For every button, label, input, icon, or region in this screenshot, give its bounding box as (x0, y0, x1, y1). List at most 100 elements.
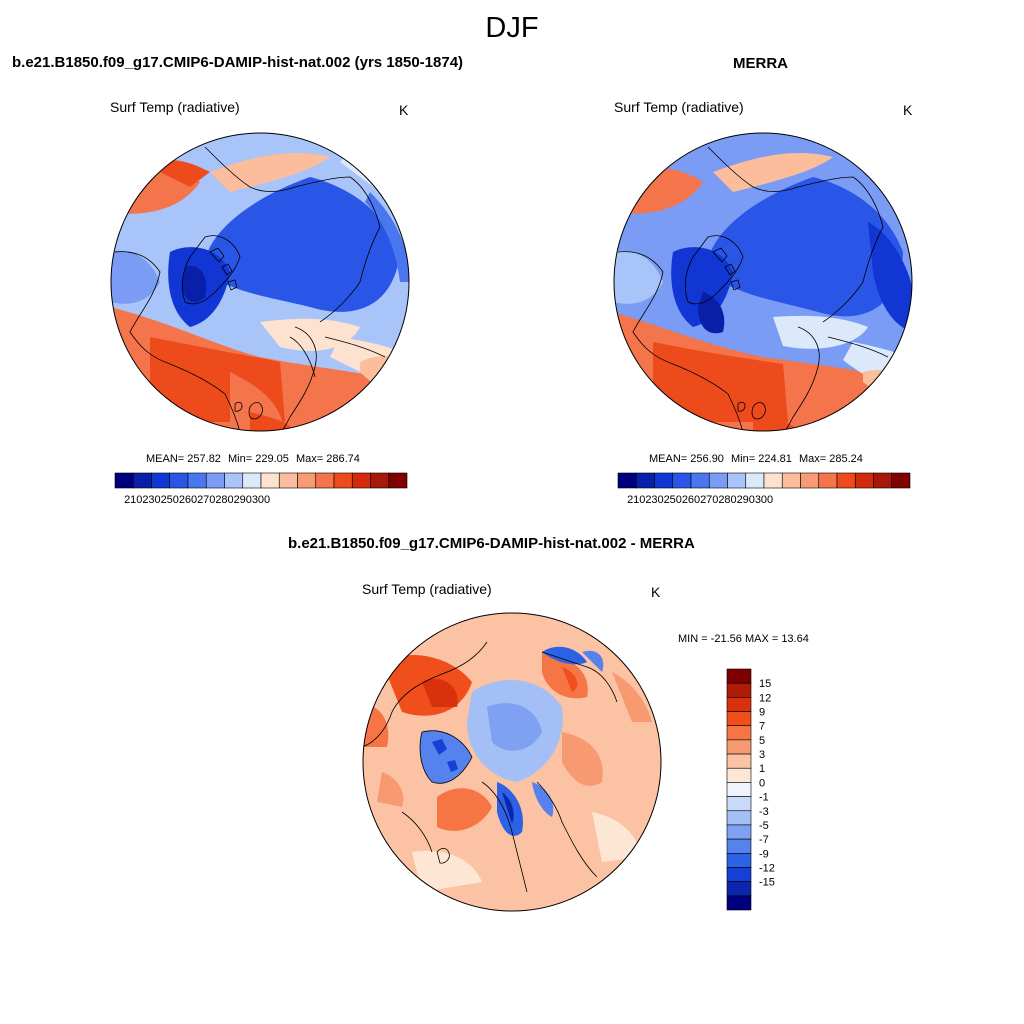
merra-colorbar-swatch (708, 472, 728, 489)
merra-mean-label: MEAN= (649, 453, 688, 465)
diff-minmax: MIN = -21.56 MAX = 13.64 (678, 633, 809, 645)
diff-colorbar: 15 12 9 7 5 3 1 0 -1 -3 -5 -7 -9 -12 -15 (726, 668, 775, 911)
model-variable-label: Surf Temp (radiative) (110, 99, 240, 115)
diff-colorbar-swatch (726, 767, 752, 783)
model-colorbar-swatch (297, 472, 317, 489)
merra-units-label: K (903, 102, 913, 118)
diff-colorbar-swatch (726, 852, 752, 868)
model-colorbar-tick-label: 250 (161, 494, 179, 506)
model-max-label: Max= (295, 453, 324, 465)
diff-colorbar-swatch (726, 711, 752, 727)
merra-polar-map (613, 132, 913, 432)
merra-colorbar-tick-label: 260 (682, 494, 700, 506)
model-colorbar-swatch (333, 472, 353, 489)
model-panel-title: b.e21.B1850.f09_g17.CMIP6-DAMIP-hist-nat… (12, 54, 464, 71)
merra-variable-label: Surf Temp (radiative) (614, 99, 744, 115)
diff-colorbar-swatch (726, 782, 752, 797)
model-colorbar-tick-label: 270 (197, 494, 215, 506)
model-colorbar-swatch (187, 472, 207, 489)
diff-polar-map (362, 612, 662, 912)
model-colorbar: 210 230 250 260 270 280 290 300 (114, 472, 408, 506)
model-mean-label: MEAN= (146, 453, 185, 465)
merra-colorbar-swatch (745, 472, 765, 489)
diff-colorbar-tick-label: 1 (759, 763, 765, 775)
diff-colorbar-swatch (726, 739, 752, 755)
model-mean-value: 257.82 (187, 453, 221, 465)
diff-variable-label: Surf Temp (radiative) (362, 581, 492, 597)
diff-colorbar-tick-label: 0 (759, 777, 765, 789)
merra-colorbar-swatch (854, 472, 874, 489)
merra-colorbar-swatch (800, 472, 820, 489)
model-max-value: 286.74 (326, 453, 360, 465)
diff-colorbar-tick-label: -7 (759, 834, 769, 846)
merra-colorbar-swatch (836, 472, 856, 489)
diff-colorbar-tick-label: 5 (759, 735, 765, 747)
diff-colorbar-tick-label: -3 (759, 806, 769, 818)
model-colorbar-swatch (260, 472, 280, 489)
season-title: DJF (485, 12, 539, 44)
model-colorbar-swatch (205, 472, 225, 489)
model-colorbar-tick-label: 300 (252, 494, 270, 506)
model-colorbar-swatch (169, 472, 189, 489)
model-colorbar-swatch (315, 472, 335, 489)
merra-max-label: Max= (798, 453, 827, 465)
model-colorbar-tick-label: 230 (142, 494, 160, 506)
merra-max-value: 285.24 (829, 453, 863, 465)
merra-colorbar-tick-label: 230 (645, 494, 663, 506)
diff-colorbar-swatch (726, 796, 752, 812)
diff-colorbar-swatch (726, 697, 752, 712)
diff-colorbar-swatch (726, 838, 752, 854)
merra-colorbar-swatch (654, 472, 674, 489)
merra-stats: MEAN= 256.90 Min= 224.81 Max= 285.24 (649, 453, 863, 465)
model-colorbar-swatch (351, 472, 371, 489)
diff-colorbar-swatch (726, 682, 752, 698)
merra-colorbar-tick-label: 210 (627, 494, 645, 506)
diff-colorbar-tick-label: 3 (759, 749, 765, 761)
model-colorbar-swatch (370, 472, 390, 489)
diff-colorbar-swatch (726, 668, 752, 684)
diff-colorbar-swatch (726, 810, 752, 826)
diff-colorbar-swatch (726, 881, 752, 897)
diff-colorbar-tick-label: 12 (759, 692, 771, 704)
diff-colorbar-tick-label: 7 (759, 721, 765, 733)
diff-colorbar-swatch (726, 725, 752, 741)
merra-colorbar-swatch (672, 472, 692, 489)
model-colorbar-swatch (132, 472, 152, 489)
merra-colorbar-swatch (818, 472, 838, 489)
merra-colorbar-tick-label: 280 (718, 494, 736, 506)
model-units-label: K (399, 102, 409, 118)
model-colorbar-swatch (224, 472, 244, 489)
merra-colorbar-swatch (727, 472, 747, 489)
model-colorbar-swatch (114, 472, 134, 489)
model-colorbar-swatch (278, 472, 298, 489)
model-colorbar-tick-label: 260 (179, 494, 197, 506)
model-min-value: 229.05 (255, 453, 289, 465)
merra-panel-title: MERRA (733, 55, 788, 72)
diff-units-label: K (651, 584, 661, 600)
merra-colorbar-swatch (635, 472, 655, 489)
merra-colorbar-swatch (873, 472, 893, 489)
merra-min-label: Min= (731, 453, 756, 465)
merra-min-value: 224.81 (758, 453, 792, 465)
diff-colorbar-swatch (726, 824, 752, 840)
merra-colorbar-swatch (763, 472, 783, 489)
merra-colorbar-tick-label: 250 (664, 494, 682, 506)
merra-colorbar-swatch (781, 472, 801, 489)
model-colorbar-tick-label: 290 (234, 494, 252, 506)
diff-colorbar-tick-label: 15 (759, 678, 771, 690)
merra-colorbar: 210 230 250 260 270 280 290 300 (617, 472, 911, 506)
model-polar-map (110, 132, 410, 432)
diff-colorbar-tick-label: 9 (759, 707, 765, 719)
merra-colorbar-swatch (891, 472, 911, 489)
merra-colorbar-tick-label: 290 (737, 494, 755, 506)
merra-colorbar-tick-label: 270 (700, 494, 718, 506)
diff-colorbar-tick-label: -1 (759, 792, 769, 804)
merra-colorbar-swatch (617, 472, 637, 489)
model-colorbar-swatch (388, 472, 408, 489)
diff-colorbar-tick-label: -12 (759, 862, 775, 874)
model-colorbar-tick-label: 210 (124, 494, 142, 506)
diff-colorbar-swatch (726, 753, 752, 769)
model-min-label: Min= (228, 453, 253, 465)
model-colorbar-swatch (151, 472, 171, 489)
model-colorbar-tick-label: 280 (215, 494, 233, 506)
